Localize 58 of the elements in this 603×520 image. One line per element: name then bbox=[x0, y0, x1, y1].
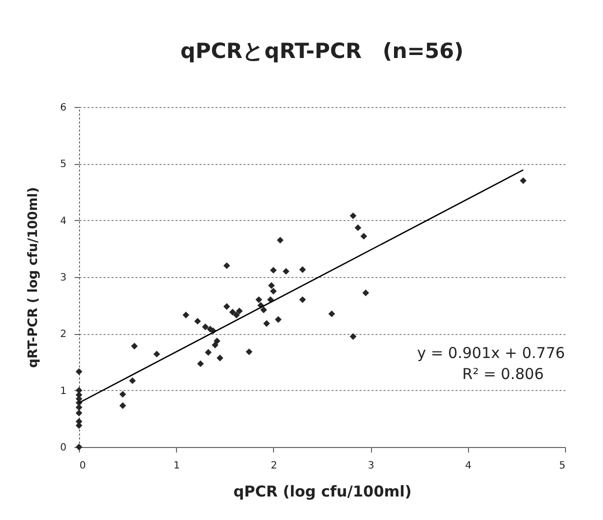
point bbox=[282, 268, 290, 275]
point bbox=[520, 177, 527, 184]
point bbox=[362, 290, 370, 296]
annotation: y = 0.901x + 0.776 bbox=[417, 344, 565, 362]
y-axis-title: qRT-PCR ( log cfu/100ml) bbox=[26, 187, 42, 368]
annotation: R² = 0.806 bbox=[462, 365, 544, 383]
point bbox=[214, 338, 220, 344]
x-tick-label: 3 bbox=[368, 460, 374, 472]
x-axis-title: qPCR (log cfu/100ml) bbox=[233, 482, 412, 500]
y-tick-label: 6 bbox=[60, 102, 66, 114]
point bbox=[255, 296, 262, 304]
point bbox=[119, 402, 126, 409]
point bbox=[263, 320, 270, 327]
point bbox=[268, 282, 275, 289]
point bbox=[223, 262, 230, 270]
point bbox=[129, 377, 136, 384]
y-tick-label: 0 bbox=[60, 442, 66, 454]
point bbox=[350, 333, 356, 340]
x-tick-label: 0 bbox=[80, 460, 86, 472]
point bbox=[350, 212, 356, 220]
point bbox=[202, 324, 209, 330]
point bbox=[270, 266, 277, 274]
y-tick-label: 5 bbox=[60, 159, 66, 170]
y-tick-label: 3 bbox=[60, 272, 66, 284]
point bbox=[233, 312, 240, 318]
point bbox=[216, 354, 224, 362]
point bbox=[76, 368, 82, 375]
y-tick-label: 2 bbox=[60, 329, 66, 340]
point bbox=[153, 350, 160, 358]
point bbox=[276, 236, 284, 244]
point bbox=[229, 308, 236, 316]
point bbox=[197, 360, 204, 368]
point bbox=[270, 288, 277, 295]
point bbox=[76, 386, 82, 394]
point bbox=[274, 316, 282, 323]
point bbox=[182, 312, 190, 318]
point bbox=[236, 308, 243, 314]
point bbox=[299, 296, 306, 304]
point bbox=[260, 306, 268, 314]
point bbox=[328, 310, 336, 318]
point bbox=[204, 349, 212, 356]
point bbox=[119, 390, 126, 398]
point bbox=[131, 342, 138, 350]
point bbox=[360, 232, 368, 240]
x-tick-label: 5 bbox=[559, 460, 566, 472]
x-tick-label: 4 bbox=[465, 460, 472, 472]
y-tick-label: 4 bbox=[60, 216, 66, 227]
point bbox=[299, 266, 306, 273]
point bbox=[354, 224, 362, 232]
x-tick-label: 2 bbox=[270, 460, 278, 472]
point bbox=[246, 348, 252, 356]
y-tick-label: 1 bbox=[60, 386, 66, 397]
chart-title: qPCRとqRT-PCR (n=56) bbox=[180, 39, 464, 63]
point bbox=[76, 410, 82, 416]
point bbox=[223, 303, 230, 310]
point bbox=[267, 296, 274, 304]
point bbox=[194, 318, 201, 325]
x-tick-label: 1 bbox=[174, 460, 180, 472]
